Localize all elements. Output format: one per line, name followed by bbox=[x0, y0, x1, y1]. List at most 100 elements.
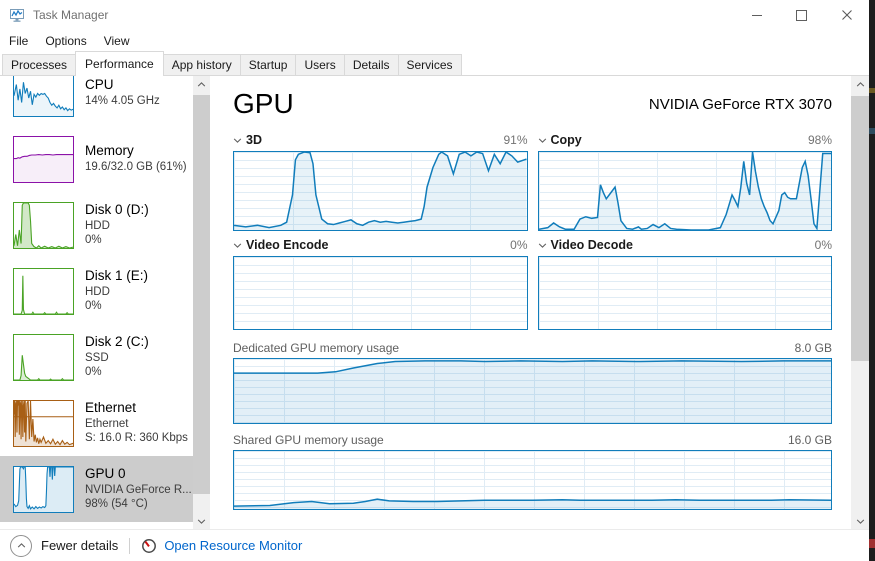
sidebar-mini-chart-ethernet bbox=[13, 399, 74, 447]
chevron-up-icon bbox=[856, 82, 864, 87]
chevron-up-circle-icon bbox=[10, 534, 32, 557]
gpu-panel-title: GPU bbox=[233, 88, 294, 119]
sidebar-scroll-down-arrow[interactable] bbox=[193, 513, 210, 530]
footer-bar: Fewer details Open Resource Monitor bbox=[0, 529, 869, 561]
menu-options[interactable]: Options bbox=[45, 34, 87, 48]
sidebar-mini-chart-disk2 bbox=[13, 333, 74, 381]
sidebar-item-title: Ethernet bbox=[85, 399, 137, 415]
chart-label-copy: Copy bbox=[550, 133, 582, 147]
gpu-device-name: NVIDIA GeForce RTX 3070 bbox=[648, 95, 832, 113]
sidebar-item-meta: Disk 2 (C:) SSD 0% bbox=[85, 334, 149, 381]
chart-header-dedicated-gpu-memory-usage: Dedicated GPU memory usage 8.0 GB bbox=[233, 340, 832, 356]
tab-app-history[interactable]: App history bbox=[162, 54, 241, 75]
sidebar-item-meta: Ethernet Ethernet S: 16.0 R: 360 Kbps bbox=[85, 400, 188, 447]
sidebar-item-title: Disk 0 (D:) bbox=[85, 201, 149, 217]
chart-value-dedicated-gpu-memory-usage: 8.0 GB bbox=[794, 341, 832, 355]
sidebar-item-detail: HDD bbox=[85, 285, 110, 298]
sidebar-item-disk1[interactable]: Disk 1 (E:) HDD 0% bbox=[0, 258, 193, 324]
sidebar-scrollbar[interactable] bbox=[193, 76, 210, 530]
chart-shared-graph bbox=[233, 450, 832, 510]
chart-header-video-encode: Video Encode 0% bbox=[233, 237, 528, 253]
sidebar-mini-chart-memory bbox=[13, 135, 74, 183]
chart-3d-graph bbox=[233, 151, 528, 231]
sidebar-item-meta: CPU 14% 4.05 GHz bbox=[85, 77, 160, 109]
resource-monitor-label: Open Resource Monitor bbox=[164, 538, 303, 553]
tab-services[interactable]: Services bbox=[397, 54, 462, 75]
task-manager-app-icon bbox=[10, 9, 24, 22]
maximize-button[interactable] bbox=[779, 0, 824, 30]
tab-users[interactable]: Users bbox=[295, 54, 345, 75]
sidebar-item-title: Memory bbox=[85, 143, 134, 159]
sidebar-item-meta: Disk 0 (D:) HDD 0% bbox=[85, 202, 149, 249]
sidebar-item-cpu[interactable]: CPU 14% 4.05 GHz bbox=[0, 76, 193, 126]
tab-details[interactable]: Details bbox=[343, 54, 399, 75]
desktop-edge-strip bbox=[869, 0, 875, 561]
main-scroll-down-arrow[interactable] bbox=[851, 513, 869, 530]
tab-bar: Processes Performance App history Startup Us… bbox=[0, 51, 869, 76]
chart-label-3d: 3D bbox=[246, 133, 262, 147]
chart-copy-graph bbox=[537, 151, 832, 231]
menu-bar: File Options View bbox=[0, 30, 147, 52]
tab-startup[interactable]: Startup bbox=[239, 54, 297, 75]
sidebar-item-gpu0[interactable]: GPU 0 NVIDIA GeForce R... 98% (54 °C) bbox=[0, 456, 193, 522]
sidebar-item-memory[interactable]: Memory 19.6/32.0 GB (61%) bbox=[0, 126, 193, 192]
sidebar-item-detail: 98% (54 °C) bbox=[85, 498, 148, 511]
window-title: Task Manager bbox=[33, 8, 109, 22]
chart-video-decode-graph bbox=[537, 256, 832, 330]
sidebar-item-disk2[interactable]: Disk 2 (C:) SSD 0% bbox=[0, 324, 193, 390]
tab-processes[interactable]: Processes bbox=[2, 54, 77, 75]
menu-view[interactable]: View bbox=[103, 34, 130, 48]
main-scrollbar[interactable] bbox=[851, 76, 869, 530]
chart-value-video-decode: 0% bbox=[814, 238, 832, 252]
resource-monitor-icon bbox=[142, 538, 157, 553]
menu-file[interactable]: File bbox=[9, 34, 29, 48]
chevron-down-icon bbox=[538, 242, 546, 248]
chart-value-shared-gpu-memory-usage: 16.0 GB bbox=[787, 433, 832, 447]
gpu-engine-panel-video-encode: Video Encode 0% bbox=[233, 237, 528, 330]
sidebar-item-detail: HDD bbox=[85, 219, 110, 232]
gpu-engine-charts-row-2: Video Encode 0% Video Decode 0% bbox=[233, 237, 832, 330]
desktop-edge-artifact bbox=[869, 88, 875, 93]
chart-dedicated-graph bbox=[233, 358, 832, 424]
sidebar-item-detail: 0% bbox=[85, 366, 102, 379]
close-button[interactable] bbox=[824, 0, 869, 30]
sidebar-item-title: GPU 0 bbox=[85, 465, 126, 481]
sidebar-item-detail: SSD bbox=[85, 351, 109, 364]
sidebar-mini-chart-cpu bbox=[13, 76, 74, 117]
sidebar-item-ethernet[interactable]: Ethernet Ethernet S: 16.0 R: 360 Kbps bbox=[0, 390, 193, 456]
title-bar: Task Manager bbox=[0, 0, 869, 30]
fewer-details-button[interactable]: Fewer details bbox=[10, 534, 119, 557]
minimize-icon bbox=[751, 14, 762, 16]
main-scroll-up-arrow[interactable] bbox=[851, 76, 869, 93]
sidebar-item-detail: 14% 4.05 GHz bbox=[85, 94, 160, 107]
panel-dedicated-gpu-memory-usage: Dedicated GPU memory usage 8.0 GB bbox=[233, 340, 832, 424]
fewer-details-label: Fewer details bbox=[41, 538, 119, 553]
gpu-memory-charts: Dedicated GPU memory usage 8.0 GB Shared G… bbox=[233, 340, 832, 510]
sidebar-item-disk0[interactable]: Disk 0 (D:) HDD 0% bbox=[0, 192, 193, 258]
close-icon bbox=[841, 10, 852, 20]
chart-value-video-encode: 0% bbox=[510, 238, 528, 252]
minimize-button[interactable] bbox=[734, 0, 779, 30]
chevron-down-icon bbox=[233, 242, 242, 248]
chart-label-video-decode: Video Decode bbox=[550, 238, 633, 252]
gpu-panel: GPU NVIDIA GeForce RTX 3070 3D 91% Copy 98%… bbox=[233, 76, 832, 530]
sidebar-item-detail: NVIDIA GeForce R... bbox=[85, 483, 192, 496]
open-resource-monitor-link[interactable]: Open Resource Monitor bbox=[141, 538, 302, 554]
gpu-engine-charts-row-1: 3D 91% Copy 98% bbox=[233, 132, 832, 231]
sidebar-item-detail: 0% bbox=[85, 300, 102, 313]
gpu-panel-header: GPU NVIDIA GeForce RTX 3070 bbox=[233, 86, 832, 122]
sidebar-scrollbar-thumb[interactable] bbox=[193, 95, 210, 494]
sidebar-item-title: CPU bbox=[85, 77, 114, 93]
gpu-engine-panel-copy: Copy 98% bbox=[537, 132, 832, 231]
chart-label-shared-gpu-memory-usage: Shared GPU memory usage bbox=[233, 433, 384, 447]
desktop-edge-artifact bbox=[869, 539, 875, 548]
main-scrollbar-thumb[interactable] bbox=[851, 96, 869, 361]
chart-header-3d: 3D 91% bbox=[233, 132, 528, 148]
sidebar-scroll-up-arrow[interactable] bbox=[193, 76, 210, 93]
tab-performance[interactable]: Performance bbox=[75, 51, 164, 76]
panel-shared-gpu-memory-usage: Shared GPU memory usage 16.0 GB bbox=[233, 432, 832, 510]
gpu-engine-panel-3d: 3D 91% bbox=[233, 132, 528, 231]
sidebar-item-detail: 19.6/32.0 GB (61%) bbox=[85, 160, 187, 173]
sidebar-item-title: Disk 2 (C:) bbox=[85, 333, 149, 349]
sidebar-mini-chart-gpu0 bbox=[13, 465, 74, 513]
